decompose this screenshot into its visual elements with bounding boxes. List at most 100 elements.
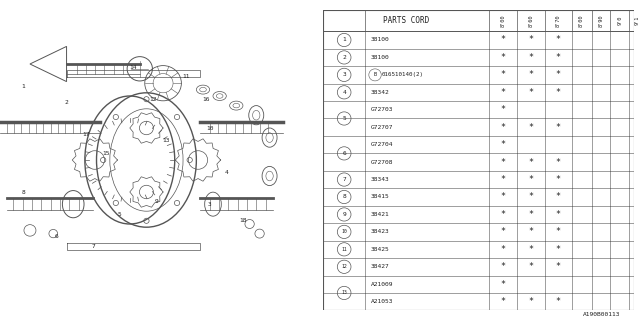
Text: 38343: 38343 bbox=[371, 177, 390, 182]
Text: *: * bbox=[529, 175, 534, 184]
Text: *: * bbox=[500, 175, 506, 184]
Text: 17: 17 bbox=[83, 132, 90, 137]
Text: *: * bbox=[500, 262, 506, 271]
Text: 38100: 38100 bbox=[371, 55, 390, 60]
Text: *: * bbox=[529, 53, 534, 62]
Text: 7: 7 bbox=[342, 177, 346, 182]
Text: *: * bbox=[500, 158, 506, 167]
Text: 8'90: 8'90 bbox=[598, 14, 604, 27]
Text: *: * bbox=[529, 193, 534, 202]
Text: 9: 9 bbox=[342, 212, 346, 217]
Text: 13: 13 bbox=[163, 138, 170, 143]
Text: 6: 6 bbox=[342, 151, 346, 156]
Text: 9'0: 9'0 bbox=[617, 16, 622, 25]
Text: *: * bbox=[500, 123, 506, 132]
Text: *: * bbox=[529, 228, 534, 236]
Text: 11: 11 bbox=[341, 247, 347, 252]
Text: 2: 2 bbox=[342, 55, 346, 60]
Text: *: * bbox=[556, 70, 561, 79]
Text: *: * bbox=[556, 210, 561, 219]
Text: 2: 2 bbox=[65, 100, 68, 105]
Text: A21009: A21009 bbox=[371, 282, 393, 287]
Text: 38423: 38423 bbox=[371, 229, 390, 234]
Text: 9'1: 9'1 bbox=[635, 16, 640, 25]
Text: *: * bbox=[556, 193, 561, 202]
Text: B: B bbox=[374, 72, 376, 77]
Text: *: * bbox=[556, 123, 561, 132]
Text: *: * bbox=[556, 175, 561, 184]
Text: 8: 8 bbox=[342, 195, 346, 199]
Text: *: * bbox=[556, 297, 561, 306]
Text: *: * bbox=[500, 88, 506, 97]
Text: PARTS CORD: PARTS CORD bbox=[383, 16, 429, 25]
Text: *: * bbox=[529, 158, 534, 167]
Text: G72708: G72708 bbox=[371, 160, 393, 164]
Text: *: * bbox=[500, 297, 506, 306]
Text: 4: 4 bbox=[342, 90, 346, 95]
Text: 38415: 38415 bbox=[371, 195, 390, 199]
Text: 9: 9 bbox=[154, 199, 158, 204]
Text: 38427: 38427 bbox=[371, 264, 390, 269]
Text: 38100: 38100 bbox=[371, 37, 390, 43]
Text: 8'70: 8'70 bbox=[556, 14, 561, 27]
Text: 1: 1 bbox=[342, 37, 346, 43]
Text: 1: 1 bbox=[21, 84, 25, 89]
Text: *: * bbox=[556, 245, 561, 254]
Text: 10: 10 bbox=[206, 125, 213, 131]
Text: *: * bbox=[529, 297, 534, 306]
Text: 8'00: 8'00 bbox=[579, 14, 584, 27]
Text: *: * bbox=[500, 70, 506, 79]
Text: 38421: 38421 bbox=[371, 212, 390, 217]
Text: 10: 10 bbox=[341, 229, 347, 234]
Text: 38425: 38425 bbox=[371, 247, 390, 252]
Text: *: * bbox=[529, 88, 534, 97]
Text: A21053: A21053 bbox=[371, 299, 393, 304]
Text: 8: 8 bbox=[21, 189, 25, 195]
Text: 18: 18 bbox=[239, 218, 246, 223]
Text: 11: 11 bbox=[182, 74, 190, 79]
Text: 7: 7 bbox=[92, 244, 95, 249]
Text: *: * bbox=[529, 70, 534, 79]
Text: 15: 15 bbox=[103, 151, 110, 156]
Text: 6: 6 bbox=[54, 234, 58, 239]
Text: *: * bbox=[529, 262, 534, 271]
Text: *: * bbox=[500, 36, 506, 44]
Text: 016510140(2): 016510140(2) bbox=[382, 72, 424, 77]
Text: 13: 13 bbox=[341, 291, 347, 295]
Text: 3: 3 bbox=[208, 202, 212, 207]
Text: *: * bbox=[529, 210, 534, 219]
Text: *: * bbox=[556, 158, 561, 167]
Text: 5: 5 bbox=[118, 212, 122, 217]
Text: *: * bbox=[500, 53, 506, 62]
Text: G72707: G72707 bbox=[371, 125, 393, 130]
Text: *: * bbox=[500, 210, 506, 219]
Text: 12: 12 bbox=[341, 264, 347, 269]
Text: 4: 4 bbox=[225, 170, 228, 175]
Bar bbox=[323, 10, 634, 31]
Text: *: * bbox=[500, 228, 506, 236]
Text: *: * bbox=[500, 193, 506, 202]
Text: *: * bbox=[556, 36, 561, 44]
Text: *: * bbox=[500, 105, 506, 114]
Text: 14: 14 bbox=[129, 65, 137, 70]
Text: 12: 12 bbox=[149, 97, 157, 102]
Text: *: * bbox=[500, 280, 506, 289]
Text: *: * bbox=[529, 36, 534, 44]
Text: G72703: G72703 bbox=[371, 107, 393, 112]
Text: *: * bbox=[500, 245, 506, 254]
Text: 8'60: 8'60 bbox=[529, 14, 534, 27]
Text: *: * bbox=[529, 245, 534, 254]
Text: 5: 5 bbox=[342, 116, 346, 121]
Text: *: * bbox=[556, 262, 561, 271]
Text: 16: 16 bbox=[203, 97, 210, 102]
Text: 38342: 38342 bbox=[371, 90, 390, 95]
Text: G72704: G72704 bbox=[371, 142, 393, 147]
Text: 8'00: 8'00 bbox=[500, 14, 506, 27]
Text: A190B00113: A190B00113 bbox=[583, 312, 621, 317]
Text: *: * bbox=[556, 88, 561, 97]
Text: *: * bbox=[500, 140, 506, 149]
Text: *: * bbox=[556, 228, 561, 236]
Text: 3: 3 bbox=[342, 72, 346, 77]
Text: *: * bbox=[529, 123, 534, 132]
Text: *: * bbox=[556, 53, 561, 62]
